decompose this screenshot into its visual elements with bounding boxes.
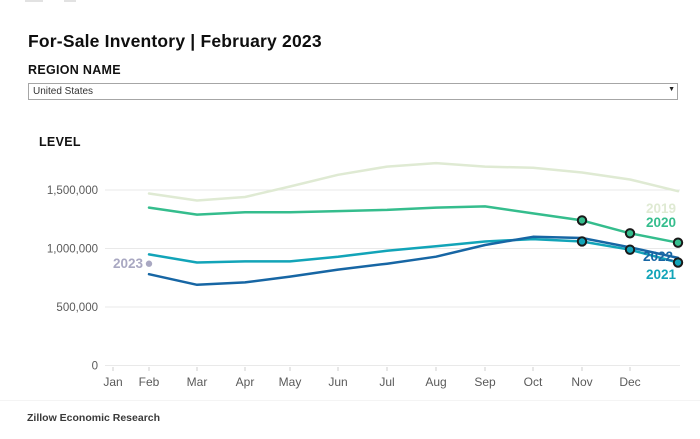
series-label-2021: 2021	[646, 267, 677, 282]
data-point-marker-2020[interactable]	[576, 215, 588, 226]
x-axis-month-label: May	[279, 375, 302, 389]
x-axis-month-label: Mar	[187, 375, 208, 389]
x-axis-month-label: Jul	[379, 375, 394, 389]
x-axis-month-label: Feb	[139, 375, 160, 389]
series-point-2023[interactable]	[145, 260, 153, 267]
series-label-2023: 2023	[113, 256, 144, 271]
y-axis-tick-label: 1,500,000	[47, 185, 98, 197]
series-label-2022: 2022	[643, 249, 673, 264]
x-axis-month-label: Dec	[619, 375, 640, 389]
series-line-2021[interactable]	[147, 237, 680, 264]
x-axis-month-label: Jun	[328, 375, 347, 389]
y-axis-tick-label: 0	[92, 361, 98, 373]
footer-divider	[0, 400, 700, 401]
data-point-marker-2021[interactable]	[576, 236, 588, 247]
y-axis-tick-label: 500,000	[56, 302, 98, 314]
level-axis-label: LEVEL	[39, 135, 81, 149]
page-title: For-Sale Inventory | February 2023	[28, 31, 322, 51]
region-select-wrap: United States ▼	[28, 81, 678, 100]
series-line-2020[interactable]	[147, 205, 680, 244]
y-axis-tick-label: 1,000,000	[47, 244, 98, 256]
x-axis-month-label: Aug	[425, 375, 446, 389]
top-crop-artifact	[64, 0, 76, 2]
data-point-marker-2020[interactable]	[672, 237, 684, 248]
chart-svg[interactable]: 0 500,000 1,000,000 1,500,000 Jan Feb Mar Apr Ma…	[0, 150, 700, 395]
series-line-2019[interactable]	[147, 161, 680, 202]
source-credit: Zillow Economic Research	[27, 412, 161, 424]
x-axis-month-label: Oct	[524, 375, 543, 389]
inventory-line-chart[interactable]: 0 500,000 1,000,000 1,500,000 Jan Feb Mar Apr Ma…	[0, 150, 700, 395]
data-point-marker-2021[interactable]	[672, 257, 684, 268]
x-axis-month-label: Apr	[236, 375, 255, 389]
x-axis-month-label: Jan	[103, 375, 122, 389]
data-point-marker-2021[interactable]	[624, 244, 636, 255]
top-crop-artifact	[25, 0, 43, 2]
series-label-2019: 2019	[646, 201, 676, 216]
x-axis-month-label: Sep	[474, 375, 496, 389]
series-label-2020: 2020	[646, 215, 676, 230]
series-line-2022[interactable]	[147, 235, 680, 287]
region-select[interactable]: United States	[28, 83, 678, 100]
data-point-marker-2020[interactable]	[624, 228, 636, 239]
region-name-label: REGION NAME	[28, 63, 121, 77]
x-axis-month-label: Nov	[571, 375, 592, 389]
